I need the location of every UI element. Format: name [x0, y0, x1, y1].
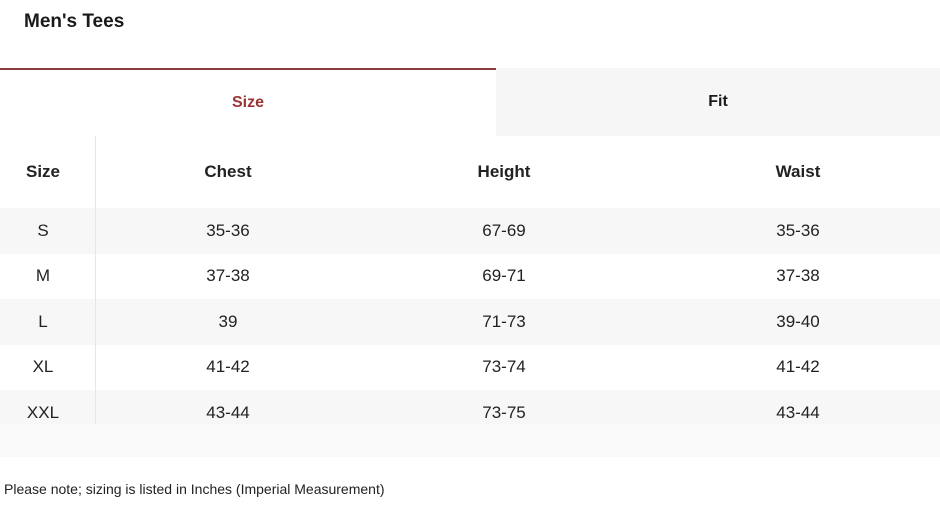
size-table[interactable]: Size Chest Height Waist S 35-36 67-69 35-36… — [0, 136, 940, 424]
table-cell: 43-44 — [206, 402, 250, 422]
table-cell: 37-38 — [206, 266, 250, 286]
table-row: XL 41-42 73-74 41-42 — [0, 345, 940, 391]
table-cell: 39 — [218, 311, 238, 331]
table-cell: L — [38, 311, 48, 331]
tab-size[interactable]: Size — [0, 68, 496, 136]
table-cell: 35-36 — [206, 220, 250, 240]
header-size: Size — [25, 162, 61, 181]
table-cell: 71-73 — [482, 311, 526, 331]
table-cell: 41-42 — [776, 357, 820, 377]
header-height: Height — [477, 162, 531, 181]
header-waist: Waist — [775, 162, 821, 181]
table-cell: 73-75 — [482, 402, 526, 422]
table-cell: M — [35, 266, 51, 286]
table-cell: XXL — [26, 402, 60, 422]
table-cell: S — [37, 220, 49, 240]
table-cell: 41-42 — [206, 357, 250, 377]
table-cell: XL — [32, 357, 54, 377]
table-cell: 39-40 — [776, 311, 820, 331]
table-row: L 39 71-73 39-40 — [0, 299, 940, 345]
scroll-area — [0, 424, 940, 457]
column-divider — [95, 136, 96, 424]
measurement-note: Please note; sizing is listed in Inches … — [4, 481, 385, 497]
table-cell: 35-36 — [776, 220, 820, 240]
table-row: M 37-38 69-71 37-38 — [0, 254, 940, 300]
table-header: Size Chest Height Waist — [0, 136, 940, 208]
tab-bar: Size Fit — [0, 68, 940, 136]
page-title: Men's Tees — [24, 11, 125, 32]
table-row: XXL 43-44 73-75 43-44 — [0, 390, 940, 424]
table-row: S 35-36 67-69 35-36 — [0, 208, 940, 254]
header-chest: Chest — [204, 162, 252, 181]
tab-fit[interactable]: Fit — [496, 68, 940, 136]
table-cell: 37-38 — [776, 266, 820, 286]
table-cell: 69-71 — [482, 266, 526, 286]
table-cell: 67-69 — [482, 220, 526, 240]
table-cell: 73-74 — [482, 357, 526, 377]
table-cell: 43-44 — [776, 402, 820, 422]
